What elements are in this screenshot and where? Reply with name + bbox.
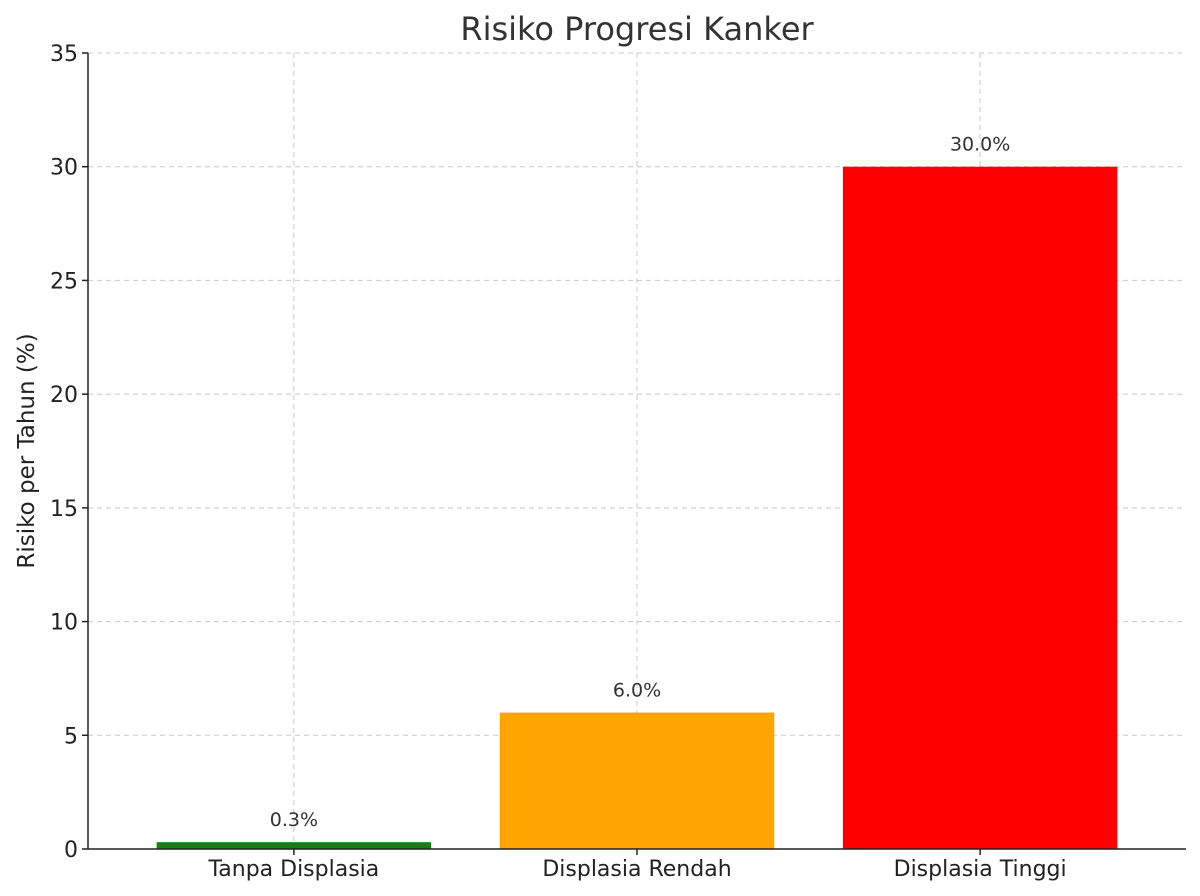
data-labels: 0.3% 6.0% 30.0% [270, 134, 1011, 831]
x-axis-ticks: Tanpa Displasia Displasia Rendah Displasia… [207, 849, 1067, 882]
y-tick-label: 10 [50, 611, 78, 636]
bar-data-label: 0.3% [270, 809, 318, 831]
bar [499, 712, 775, 849]
y-axis-ticks: 0 5 10 15 20 25 30 35 [50, 42, 88, 863]
y-tick-label: 15 [50, 497, 78, 522]
y-tick-label: 0 [64, 838, 78, 863]
y-tick-label: 35 [50, 42, 78, 67]
bar-data-label: 6.0% [613, 680, 661, 702]
bar [842, 166, 1118, 849]
bar [156, 842, 432, 849]
bars [156, 166, 1118, 849]
chart-title: Risiko Progresi Kanker [460, 10, 814, 48]
x-tick-label: Displasia Tinggi [894, 857, 1067, 882]
y-tick-label: 25 [50, 269, 78, 294]
y-tick-label: 5 [64, 724, 78, 749]
x-tick-label: Displasia Rendah [542, 857, 731, 882]
bar-data-label: 30.0% [950, 134, 1010, 156]
x-tick-label: Tanpa Displasia [207, 857, 379, 882]
y-axis-label: Risiko per Tahun (%) [14, 333, 40, 568]
y-tick-label: 30 [50, 156, 78, 181]
y-tick-label: 20 [50, 383, 78, 408]
